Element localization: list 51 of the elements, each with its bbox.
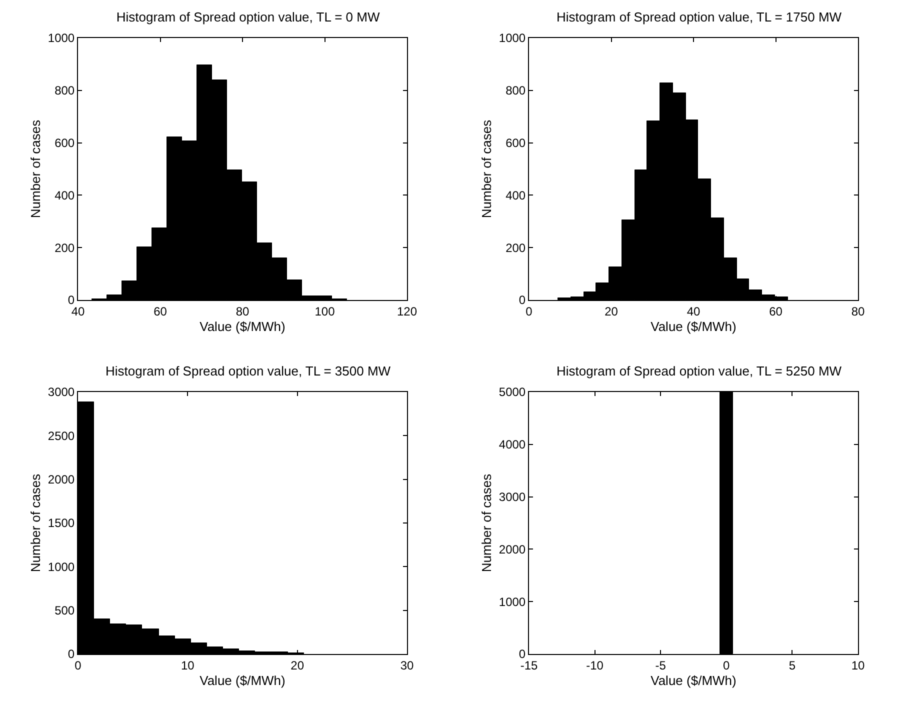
chart-title: Histogram of Spread option value, TL = 3500 MW <box>106 363 392 378</box>
x-tick-label: -10 <box>586 658 604 672</box>
x-tick-label: 20 <box>290 658 304 672</box>
y-tick-label: 5000 <box>498 385 526 400</box>
y-tick-label: 200 <box>54 240 75 255</box>
y-tick-label: 0 <box>68 647 75 662</box>
y-axis-title: Number of cases <box>28 119 43 218</box>
y-tick-label: 600 <box>54 136 75 150</box>
chart-title: Histogram of Spread option value, TL = 0 MW <box>116 9 380 24</box>
y-tick-label: 0 <box>518 293 526 308</box>
x-tick-label: 10 <box>180 658 195 672</box>
x-tick-label: 60 <box>769 304 783 318</box>
x-tick-label: 60 <box>154 304 168 318</box>
x-tick-label: 20 <box>604 304 618 318</box>
y-tick-label: 800 <box>506 84 526 98</box>
y-tick-label: 2000 <box>498 542 526 556</box>
y-tick-label: 1000 <box>498 594 526 609</box>
x-axis-title: Value ($/MWh) <box>200 673 286 688</box>
y-tick-label: 1500 <box>48 516 75 530</box>
y-tick-label: 200 <box>506 240 526 255</box>
y-tick-label: 500 <box>54 604 75 618</box>
x-tick-label: 40 <box>686 304 700 318</box>
chart-title: Histogram of Spread option value, TL = 5250 MW <box>556 363 842 378</box>
x-tick-label: 120 <box>396 304 418 318</box>
y-tick-label: 800 <box>54 84 75 98</box>
y-tick-label: 1000 <box>498 31 526 46</box>
y-tick-label: 3000 <box>498 490 526 504</box>
y-axis-title: Number of cases <box>478 119 494 218</box>
y-axis-title: Number of cases <box>28 473 43 572</box>
x-axis-title: Value ($/MWh) <box>200 319 286 334</box>
x-tick-label: 100 <box>314 304 336 318</box>
y-tick-label: 1000 <box>48 560 75 574</box>
x-tick-label: 5 <box>788 658 796 672</box>
x-tick-label: 80 <box>851 304 865 318</box>
x-axis-title: Value ($/MWh) <box>650 319 736 334</box>
y-tick-label: 400 <box>506 188 526 202</box>
x-tick-label: -5 <box>655 658 666 672</box>
x-tick-label: 30 <box>400 658 414 672</box>
x-axis-title: Value ($/MWh) <box>650 673 736 688</box>
y-tick-label: 3000 <box>48 385 75 400</box>
y-tick-label: 2500 <box>48 428 75 443</box>
x-tick-label: 0 <box>723 658 730 672</box>
y-tick-label: 4000 <box>498 438 526 452</box>
y-tick-label: 600 <box>506 136 526 150</box>
x-tick-label: 80 <box>236 304 250 318</box>
y-tick-label: 400 <box>54 188 75 202</box>
chart-title: Histogram of Spread option value, TL = 1750 MW <box>556 9 842 24</box>
x-tick-label: 10 <box>851 658 865 672</box>
y-tick-label: 1000 <box>48 31 75 46</box>
y-axis-title: Number of cases <box>478 473 494 572</box>
y-tick-label: 2000 <box>48 472 75 487</box>
